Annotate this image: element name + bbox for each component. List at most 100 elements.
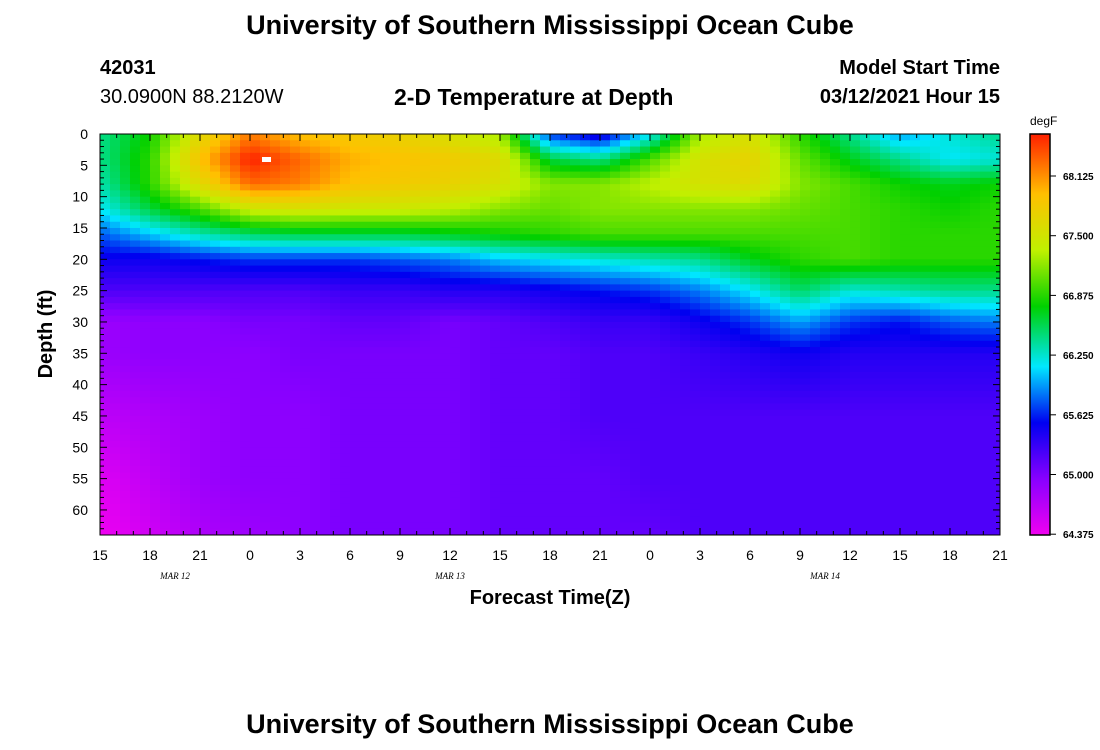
heatmap-cell <box>160 196 171 204</box>
heatmap-cell <box>290 459 301 467</box>
heatmap-cell <box>590 253 601 260</box>
heatmap-cell <box>690 202 701 210</box>
heatmap-cell <box>530 397 541 405</box>
heatmap-cell <box>670 234 681 242</box>
heatmap-cell <box>870 165 881 173</box>
heatmap-cell <box>110 303 121 311</box>
heatmap-cell <box>550 447 561 455</box>
heatmap-cell <box>830 184 841 191</box>
heatmap-cell <box>220 140 231 148</box>
heatmap-cell <box>790 303 801 311</box>
heatmap-cell <box>690 134 701 141</box>
heatmap-cell <box>120 265 131 273</box>
heatmap-cell <box>370 215 381 223</box>
heatmap-cell <box>400 309 411 317</box>
heatmap-cell <box>470 278 481 285</box>
heatmap-cell <box>300 227 311 235</box>
heatmap-cell <box>720 340 731 348</box>
heatmap-cell <box>580 372 591 379</box>
heatmap-cell <box>580 171 591 179</box>
heatmap-cell <box>250 397 261 405</box>
heatmap-cell <box>560 466 571 473</box>
heatmap-cell <box>710 296 721 304</box>
heatmap-cell <box>490 177 501 185</box>
heatmap-cell <box>380 253 391 260</box>
heatmap-cell <box>300 271 311 279</box>
heatmap-cell <box>760 202 771 210</box>
heatmap-cell <box>320 140 331 148</box>
heatmap-cell <box>190 146 201 154</box>
heatmap-cell <box>330 509 341 517</box>
heatmap-cell <box>870 215 881 223</box>
heatmap-cell <box>260 209 271 217</box>
heatmap-cell <box>820 491 831 499</box>
heatmap-cell <box>310 365 321 373</box>
heatmap-cell <box>330 159 341 166</box>
heatmap-cell <box>390 140 401 148</box>
heatmap-cell <box>860 422 871 430</box>
heatmap-cell <box>580 422 591 430</box>
heatmap-cell <box>560 321 571 329</box>
heatmap-cell <box>710 240 721 248</box>
heatmap-cell <box>780 240 791 248</box>
heatmap-cell <box>490 378 501 386</box>
heatmap-cell <box>780 334 791 342</box>
heatmap-cell <box>490 522 501 530</box>
heatmap-cell <box>410 422 421 430</box>
heatmap-cell <box>870 359 881 367</box>
heatmap-cell <box>810 215 821 223</box>
heatmap-cell <box>640 296 651 304</box>
heatmap-cell <box>290 466 301 473</box>
heatmap-cell <box>790 434 801 442</box>
heatmap-cell <box>430 290 441 298</box>
heatmap-cell <box>270 234 281 242</box>
heatmap-cell <box>790 353 801 361</box>
page-title: University of Southern Mississippi Ocean… <box>246 10 854 40</box>
heatmap-cell <box>810 271 821 279</box>
heatmap-cell <box>160 353 171 361</box>
heatmap-cell <box>710 165 721 173</box>
heatmap-cell <box>130 422 141 430</box>
heatmap-cell <box>230 240 241 248</box>
heatmap-cell <box>390 177 401 185</box>
heatmap-cell <box>650 390 661 398</box>
heatmap-cell <box>360 466 371 473</box>
heatmap-cell <box>530 152 541 160</box>
heatmap-cell <box>540 466 551 473</box>
heatmap-cell <box>800 240 811 248</box>
heatmap-cell <box>360 503 371 511</box>
heatmap-cell <box>110 484 121 492</box>
heatmap-cell <box>870 290 881 298</box>
heatmap-cell <box>250 253 261 260</box>
heatmap-cell <box>120 384 131 392</box>
heatmap-cell <box>150 528 161 535</box>
heatmap-cell <box>570 309 581 317</box>
heatmap-cell <box>570 234 581 242</box>
heatmap-cell <box>420 397 431 405</box>
heatmap-cell <box>700 309 711 317</box>
heatmap-cell <box>420 347 431 354</box>
heatmap-cell <box>470 240 481 248</box>
heatmap-cell <box>210 152 221 160</box>
heatmap-cell <box>350 459 361 467</box>
heatmap-cell <box>360 447 371 455</box>
heatmap-cell <box>620 478 631 486</box>
heatmap-cell <box>340 491 351 499</box>
heatmap-cell <box>600 478 611 486</box>
heatmap-cell <box>860 221 871 229</box>
heatmap-cell <box>220 134 231 141</box>
heatmap-cell <box>790 278 801 285</box>
heatmap-cell <box>760 516 771 524</box>
heatmap-cell <box>800 447 811 455</box>
heatmap-cell <box>150 240 161 248</box>
heatmap-cell <box>370 140 381 148</box>
heatmap-cell <box>110 159 121 166</box>
heatmap-cell <box>130 365 141 373</box>
heatmap-cell <box>560 403 571 411</box>
heatmap-cell <box>810 240 821 248</box>
heatmap-cell <box>120 240 131 248</box>
heatmap-cell <box>390 246 401 254</box>
heatmap-cell <box>170 152 181 160</box>
heatmap-cell <box>120 202 131 210</box>
heatmap-cell <box>460 397 471 405</box>
